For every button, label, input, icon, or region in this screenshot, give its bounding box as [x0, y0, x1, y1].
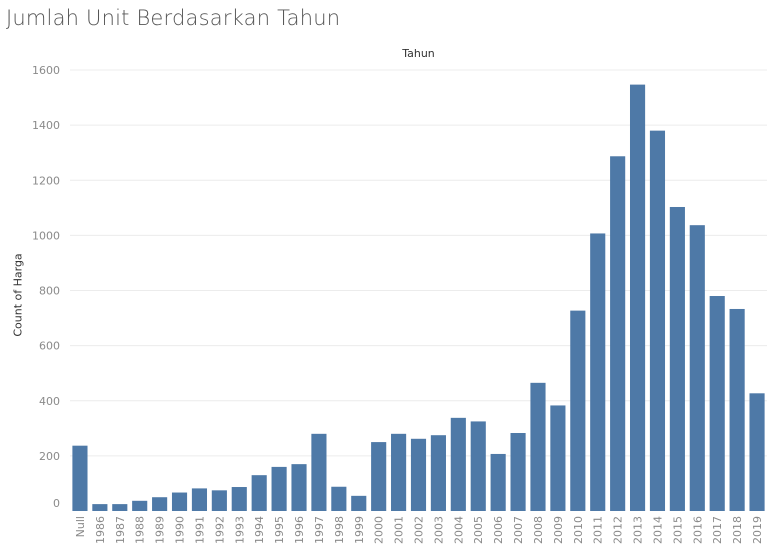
bar-2015[interactable] — [669, 206, 685, 512]
x-tick-label: 2004 — [452, 516, 465, 544]
x-tick-label: 2008 — [532, 516, 545, 544]
y-tick-label: 0 — [53, 497, 60, 510]
y-tick-label: 600 — [39, 340, 60, 353]
y-tick-label: 1200 — [32, 174, 60, 187]
x-tick-label: 1996 — [293, 516, 306, 544]
bar-1990[interactable] — [171, 492, 188, 511]
x-tick-label: 1999 — [353, 516, 366, 544]
x-tick-label: 1992 — [213, 516, 226, 544]
x-tick-label: Null — [74, 516, 87, 537]
bar-1999[interactable] — [351, 495, 367, 511]
x-tick-label: 2005 — [472, 516, 485, 544]
bar-1988[interactable] — [132, 500, 148, 511]
x-tick-label: 1987 — [114, 516, 127, 544]
bar-2006[interactable] — [490, 453, 506, 511]
bar-2009[interactable] — [550, 405, 566, 511]
x-tick-label: 2013 — [632, 516, 645, 544]
bar-2005[interactable] — [470, 421, 486, 511]
bar-2012[interactable] — [610, 156, 626, 511]
bar-2004[interactable] — [450, 417, 466, 511]
x-axis-ticks: Null 1986 1987 1988 1989 1990 1991 1992 1993 1994… — [74, 516, 764, 544]
y-tick-label: 1600 — [32, 64, 60, 77]
bar-2002[interactable] — [410, 438, 427, 511]
x-tick-label: 2014 — [651, 516, 664, 544]
x-tick-label: 1986 — [94, 516, 107, 544]
x-tick-label: 2018 — [731, 516, 744, 544]
bar-null[interactable] — [72, 445, 88, 511]
bar-2007[interactable] — [510, 433, 526, 511]
x-tick-label: 2009 — [552, 516, 565, 544]
bar-2003[interactable] — [430, 435, 446, 511]
bar-1992[interactable] — [211, 490, 227, 511]
x-tick-label: 1990 — [174, 516, 187, 544]
x-tick-label: 2010 — [572, 516, 585, 544]
bar-1993[interactable] — [231, 487, 247, 511]
x-tick-label: 2015 — [671, 516, 684, 544]
bar-1994[interactable] — [251, 475, 267, 511]
bar-1998[interactable] — [331, 486, 347, 511]
page-title: Jumlah Unit Berdasarkan Tahun — [6, 6, 341, 30]
y-tick-label: 200 — [39, 450, 60, 463]
bar-2014[interactable] — [649, 130, 666, 511]
y-tick-label: 800 — [39, 285, 60, 298]
bar-1996[interactable] — [291, 464, 307, 511]
bar-2017[interactable] — [709, 296, 725, 511]
x-tick-label: 2007 — [512, 516, 525, 544]
y-axis-ticks: 0 200 400 600 800 1000 1200 1400 1600 — [32, 64, 60, 510]
bar-1991[interactable] — [191, 488, 208, 511]
x-tick-label: 1993 — [233, 516, 246, 544]
y-tick-label: 1000 — [32, 229, 60, 242]
column-header: Tahun — [402, 47, 435, 60]
bar-1987[interactable] — [112, 504, 128, 511]
bar-2010[interactable] — [570, 310, 586, 511]
x-tick-label: 1995 — [273, 516, 286, 544]
bar-2000[interactable] — [371, 442, 387, 511]
x-tick-label: 1989 — [154, 516, 167, 544]
x-tick-label: 1997 — [313, 516, 326, 544]
x-tick-label: 2003 — [432, 516, 445, 544]
x-tick-label: 2017 — [711, 516, 724, 544]
x-tick-label: 2006 — [492, 516, 505, 544]
bar-1995[interactable] — [271, 466, 287, 511]
bar-2008[interactable] — [530, 382, 546, 511]
bar-2001[interactable] — [391, 433, 407, 511]
x-tick-label: 2000 — [373, 516, 386, 544]
bar-2019[interactable] — [749, 393, 765, 511]
x-tick-label: 2001 — [393, 516, 406, 544]
bar-1997[interactable] — [311, 433, 327, 511]
x-tick-label: 2002 — [413, 516, 426, 544]
y-tick-label: 400 — [39, 395, 60, 408]
x-tick-label: 1988 — [134, 516, 147, 544]
bar-1986[interactable] — [92, 504, 108, 511]
x-tick-label: 2016 — [691, 516, 704, 544]
bar-1989[interactable] — [152, 497, 168, 511]
x-tick-label: 2019 — [751, 516, 764, 544]
x-tick-label: 1994 — [253, 516, 266, 544]
x-tick-label: 1991 — [193, 516, 206, 544]
y-tick-label: 1400 — [32, 119, 60, 132]
bar-2013[interactable] — [629, 84, 646, 512]
bar-2016[interactable] — [689, 225, 705, 511]
x-tick-label: 2012 — [612, 516, 625, 544]
bar-2011[interactable] — [590, 233, 606, 511]
x-tick-label: 1998 — [333, 516, 346, 544]
bar-2018[interactable] — [729, 308, 745, 511]
x-tick-label: 2011 — [592, 516, 605, 544]
bars — [72, 84, 765, 512]
